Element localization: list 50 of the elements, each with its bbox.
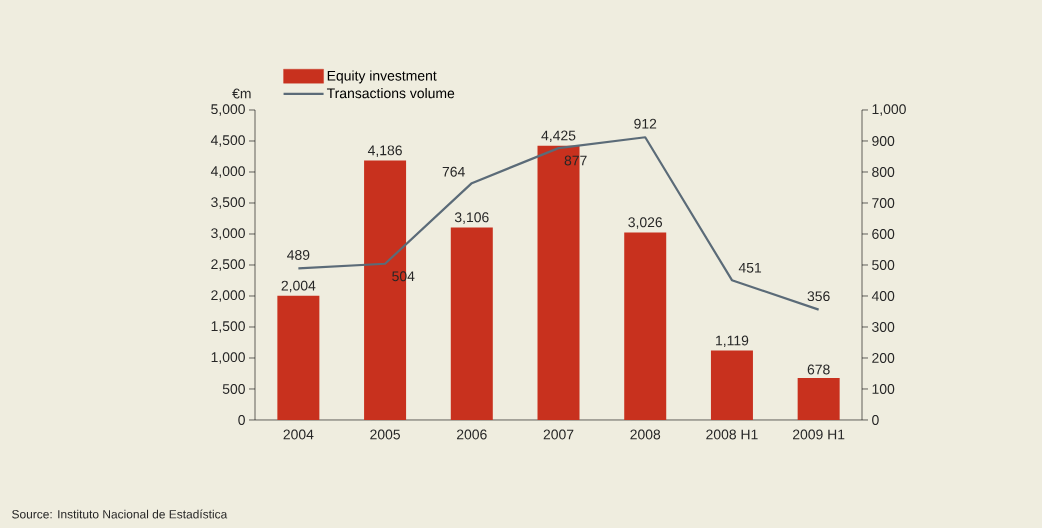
data-label: 4,425 (541, 130, 576, 143)
y-tick-label: 4,000 (210, 166, 245, 178)
x-tick-label: 2007 (543, 429, 574, 440)
bar (624, 232, 667, 420)
y-tick-label: 3,500 (211, 197, 245, 209)
legend-label: Equity investment (327, 70, 437, 84)
y-tick-label: 2,500 (211, 259, 245, 271)
data-label: 678 (807, 364, 830, 375)
data-label: 3,026 (628, 217, 663, 229)
y-tick-label: 4,500 (210, 135, 245, 147)
y-tick-label: 5,000 (211, 104, 245, 116)
y-tick-label: 2,000 (211, 290, 245, 302)
y2-tick-label: 900 (872, 136, 895, 146)
y-tick-label: 500 (222, 384, 245, 394)
y2-tick-label: 100 (872, 384, 895, 394)
legend-label: Transactions volume (326, 88, 455, 99)
x-tick-label: 2006 (456, 429, 487, 440)
y2-tick-label: 1,000 (872, 104, 906, 116)
y-tick-label: 1,500 (211, 321, 245, 333)
y-axis-title: €m (232, 88, 251, 99)
bar (797, 377, 840, 420)
y2-tick-label: 700 (872, 198, 895, 208)
y2-tick-label: 500 (872, 260, 895, 270)
x-tick-label: 2008 (630, 429, 661, 440)
data-label: 356 (807, 291, 830, 302)
x-tick-label: 2004 (283, 429, 314, 440)
y2-tick-label: 300 (872, 322, 895, 332)
data-label: 489 (287, 249, 310, 260)
data-label: 2,004 (281, 280, 316, 293)
x-tick-label: 2009 H1 (792, 429, 845, 440)
y-tick-label: 0 (238, 415, 245, 425)
y2-tick-label: 0 (872, 415, 879, 425)
data-label: 4,186 (367, 145, 402, 157)
bar (450, 227, 493, 420)
data-label: 3,106 (454, 212, 489, 224)
y-tick-label: 3,000 (211, 228, 245, 240)
y2-tick-label: 800 (872, 167, 895, 177)
source-note: Source: Instituto Nacional de Estadística (12, 509, 228, 519)
x-tick-label: 2005 (370, 429, 400, 440)
data-label: 912 (634, 118, 657, 129)
bar (277, 295, 320, 420)
data-label: 451 (738, 262, 762, 273)
y2-tick-label: 400 (871, 291, 895, 301)
y2-tick-label: 200 (872, 353, 895, 363)
data-label: 764 (442, 166, 465, 177)
bar (710, 350, 753, 420)
y-tick-label: 1,000 (211, 352, 245, 364)
data-label: 1,119 (716, 335, 749, 348)
x-tick-label: 2008 H1 (706, 429, 758, 440)
y2-tick-label: 600 (872, 229, 895, 239)
